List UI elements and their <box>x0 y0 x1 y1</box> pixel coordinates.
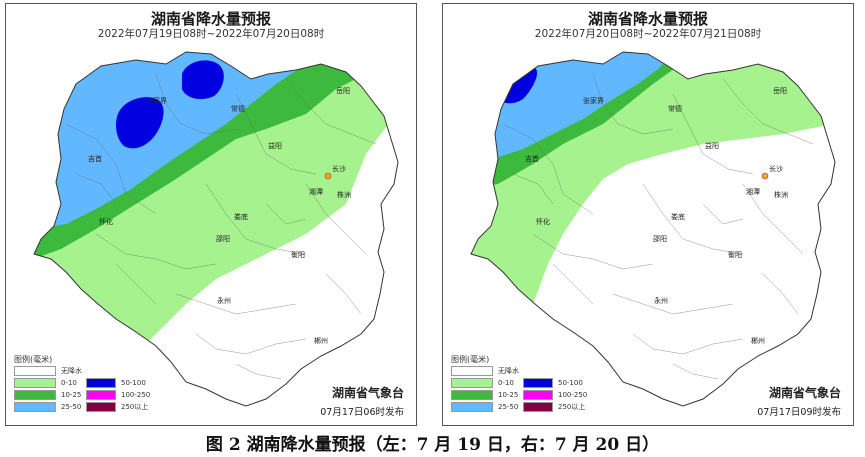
legend-item: 无降水 <box>14 366 82 376</box>
legend-title: 图例(毫米) <box>451 355 490 364</box>
figure-caption: 图 2 湖南降水量预报（左：7 月 19 日，右：7 月 20 日） <box>205 435 660 455</box>
city-label: 邵阳 <box>216 235 230 243</box>
precip-map-left <box>33 51 399 407</box>
legend-item: 25-50 <box>14 402 81 412</box>
city-label: 常德 <box>668 105 682 113</box>
city-label: 吉首 <box>525 155 539 163</box>
legend-title: 图例(毫米) <box>14 355 53 364</box>
city-label: 邵阳 <box>653 235 667 243</box>
legend-item: 100-250 <box>523 390 587 400</box>
city-label: 湘潭 <box>309 188 323 196</box>
legend-swatch <box>86 378 116 388</box>
city-label: 湘潭 <box>746 188 760 196</box>
legend-item: 250以上 <box>523 402 585 412</box>
city-label: 衡阳 <box>291 251 305 259</box>
city-label: 岳阳 <box>336 87 350 95</box>
forecast-panel-left: 湖南省降水量预报 2022年07月19日08时~2022年07月20日08时 张… <box>5 3 417 426</box>
city-label: 株洲 <box>337 191 351 199</box>
agency-name: 湖南省气象台 <box>768 386 841 400</box>
city-label: 岳阳 <box>773 87 787 95</box>
legend-swatch <box>523 402 553 412</box>
city-label: 怀化 <box>99 218 113 226</box>
panel-title: 湖南省降水量预报 <box>587 10 708 28</box>
legend-swatch <box>523 378 553 388</box>
city-label: 衡阳 <box>728 251 742 259</box>
legend-item: 无降水 <box>451 366 519 376</box>
legend-item: 50-100 <box>86 378 146 388</box>
legend-swatch <box>14 378 56 388</box>
city-label: 株洲 <box>774 191 788 199</box>
legend-swatch <box>86 402 116 412</box>
city-label: 益阳 <box>705 142 719 150</box>
panel-date-range: 2022年07月20日08时~2022年07月21日08时 <box>534 28 762 40</box>
panel-date-range: 2022年07月19日08时~2022年07月20日08时 <box>97 28 325 40</box>
city-label: 郴州 <box>751 337 765 345</box>
legend-swatch <box>451 366 493 376</box>
rain-50-100-area-a <box>116 97 164 149</box>
legend-swatch <box>523 390 553 400</box>
legend-swatch <box>451 390 493 400</box>
panel-title: 湖南省降水量预报 <box>150 10 271 28</box>
rain-50-100-area-b <box>182 60 224 100</box>
agency-name: 湖南省气象台 <box>331 386 404 400</box>
legend-swatch <box>451 402 493 412</box>
city-label: 张家界 <box>583 97 604 105</box>
legend-item: 0-10 <box>14 378 77 388</box>
city-label: 张家界 <box>146 97 167 105</box>
city-label: 长沙 <box>332 165 346 173</box>
issue-time: 07月17日09时发布 <box>757 407 841 418</box>
city-label: 益阳 <box>268 142 282 150</box>
county-boundaries <box>65 73 377 380</box>
legend-item: 10-25 <box>14 390 81 400</box>
city-label: 娄底 <box>234 213 248 221</box>
issue-time: 07月17日06时发布 <box>320 407 404 418</box>
legend-item: 10-25 <box>451 390 518 400</box>
legend-swatch <box>14 402 56 412</box>
legend-swatch <box>14 366 56 376</box>
legend-item: 250以上 <box>86 402 148 412</box>
legend-swatch <box>451 378 493 388</box>
city-label: 长沙 <box>769 165 783 173</box>
legend-swatch <box>86 390 116 400</box>
city-label: 永州 <box>654 297 668 305</box>
county-boundaries <box>502 73 814 380</box>
legend-item: 100-250 <box>86 390 150 400</box>
precip-map-right <box>470 51 836 407</box>
city-label: 永州 <box>217 297 231 305</box>
legend-item: 0-10 <box>451 378 514 388</box>
rain-10-25-area <box>471 52 835 194</box>
city-label: 郴州 <box>314 337 328 345</box>
capital-marker <box>324 172 332 180</box>
city-label: 怀化 <box>536 218 550 226</box>
city-label: 娄底 <box>671 213 685 221</box>
legend-swatch <box>14 390 56 400</box>
city-label: 吉首 <box>88 155 102 163</box>
forecast-panel-right: 湖南省降水量预报 2022年07月20日08时~2022年07月21日08时 张… <box>442 3 854 426</box>
province-border <box>470 51 836 407</box>
city-label: 常德 <box>231 105 245 113</box>
legend-item: 25-50 <box>451 402 518 412</box>
legend-item: 50-100 <box>523 378 583 388</box>
capital-marker <box>761 172 769 180</box>
province-border <box>33 51 399 407</box>
